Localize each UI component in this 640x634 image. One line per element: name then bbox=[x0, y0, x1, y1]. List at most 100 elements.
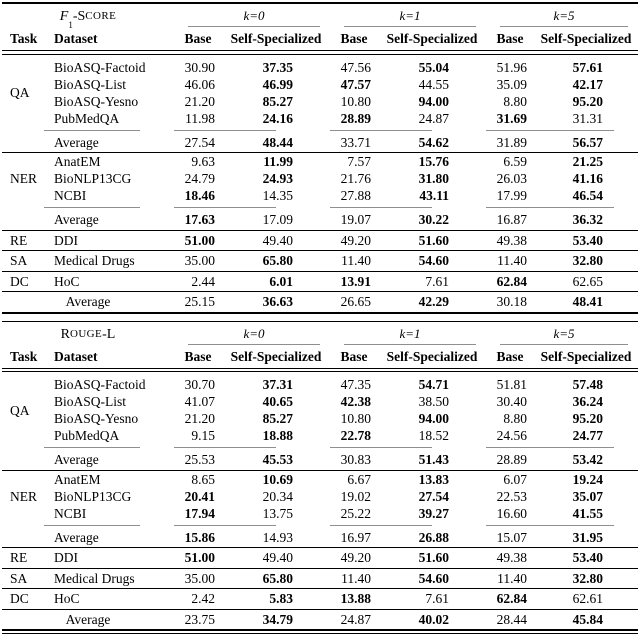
dataset-cell: BioASQ-List bbox=[54, 394, 127, 410]
score-value: 24.16 bbox=[262, 110, 293, 126]
score-cell: 6.59 bbox=[486, 153, 534, 170]
average-score-value: 28.89 bbox=[496, 452, 527, 468]
score-value: 62.84 bbox=[496, 591, 527, 607]
k-group-header: k=5 bbox=[500, 8, 628, 27]
average-score-cell: 56.57 bbox=[534, 134, 638, 153]
header-double-rule bbox=[2, 50, 638, 55]
average-score-value: 48.44 bbox=[262, 134, 293, 150]
score-value: 47.56 bbox=[340, 59, 371, 75]
average-cmidrule bbox=[174, 207, 276, 211]
average-label: Average bbox=[54, 452, 99, 468]
overall-average-score-cell: 30.18 bbox=[486, 292, 534, 312]
metric-label-part: -S bbox=[72, 9, 86, 24]
average-score-cell: 17.09 bbox=[222, 211, 330, 230]
score-value: 21.20 bbox=[184, 93, 215, 109]
task-cell: DC bbox=[10, 273, 29, 289]
score-cell: 55.04 bbox=[378, 59, 486, 76]
average-cmidrule bbox=[486, 447, 614, 451]
k-group-cell: k=1 bbox=[330, 322, 486, 346]
dataset-cell: PubMedQA bbox=[54, 428, 120, 444]
dataset-cell: BioASQ-Factoid bbox=[54, 59, 146, 75]
score-value: 7.61 bbox=[425, 273, 449, 289]
average-score-cell: 19.07 bbox=[330, 211, 378, 230]
score-value: 51.00 bbox=[184, 550, 215, 566]
score-value: 13.83 bbox=[418, 471, 449, 487]
average-cmidrule bbox=[486, 129, 614, 134]
k-group-header: k=0 bbox=[188, 8, 320, 27]
score-value: 6.67 bbox=[347, 471, 371, 487]
average-score-value: 15.07 bbox=[496, 529, 527, 545]
score-cell: 10.80 bbox=[330, 410, 378, 427]
score-cell: 13.88 bbox=[330, 589, 378, 609]
score-cell: 46.54 bbox=[534, 187, 638, 204]
task-cell: SA bbox=[10, 570, 28, 586]
score-cell: 21.25 bbox=[534, 153, 638, 170]
score-cell: 20.34 bbox=[222, 488, 330, 505]
average-score-cell: 51.43 bbox=[378, 451, 486, 470]
average-cmidrule bbox=[330, 207, 432, 211]
score-value: 9.15 bbox=[191, 428, 215, 444]
average-score-cell: 26.88 bbox=[378, 529, 486, 548]
score-cell: 51.60 bbox=[378, 231, 486, 251]
score-cell: 18.52 bbox=[378, 427, 486, 444]
score-cell: 85.27 bbox=[222, 93, 330, 110]
score-value: 51.96 bbox=[496, 59, 527, 75]
k-group-cell: k=0 bbox=[174, 322, 330, 346]
overall-average-score-cell: 42.29 bbox=[378, 292, 486, 312]
score-cell: 42.17 bbox=[534, 76, 638, 93]
score-value: 24.56 bbox=[496, 428, 527, 444]
overall-average-score-cell: 26.65 bbox=[330, 292, 378, 312]
score-cell: 14.35 bbox=[222, 187, 330, 204]
score-value: 39.27 bbox=[418, 505, 449, 521]
score-value: 55.04 bbox=[418, 59, 449, 75]
score-cell: 13.83 bbox=[378, 471, 486, 488]
dataset-cell: DDI bbox=[54, 550, 78, 566]
average-score-cell: 48.44 bbox=[222, 134, 330, 153]
score-cell: 62.61 bbox=[534, 589, 638, 609]
average-cmidrule bbox=[174, 129, 276, 134]
score-value: 36.24 bbox=[572, 394, 603, 410]
overall-average-score-cell: 28.44 bbox=[486, 610, 534, 630]
score-value: 62.84 bbox=[496, 273, 527, 289]
average-score-cell: 27.54 bbox=[174, 134, 222, 153]
score-cell: 6.07 bbox=[486, 471, 534, 488]
score-cell: 94.00 bbox=[378, 410, 486, 427]
score-value: 49.40 bbox=[262, 550, 293, 566]
score-cell: 47.35 bbox=[330, 376, 378, 393]
score-value: 46.99 bbox=[262, 76, 293, 92]
average-score-value: 25.53 bbox=[184, 452, 215, 468]
score-value: 53.40 bbox=[572, 550, 603, 566]
rouge-l-table: R OUGE -L k=0 k=1 k=5 Task Dataset Base Self-Spec… bbox=[2, 320, 638, 632]
dataset-cell: NCBI bbox=[54, 505, 87, 521]
section-rule bbox=[2, 547, 638, 549]
score-value: 20.41 bbox=[184, 488, 215, 504]
average-score-cell: 25.53 bbox=[174, 451, 222, 470]
score-value: 18.46 bbox=[184, 188, 215, 204]
spacer bbox=[2, 529, 44, 548]
average-score-value: 30.83 bbox=[340, 452, 371, 468]
score-value: 25.22 bbox=[340, 505, 371, 521]
metric-label-part: CORE bbox=[85, 10, 117, 22]
base-column-header: Base bbox=[340, 31, 368, 46]
k-group-cell: k=5 bbox=[486, 4, 638, 28]
score-value: 35.07 bbox=[572, 488, 603, 504]
score-cell: 26.03 bbox=[486, 170, 534, 187]
score-value: 30.90 bbox=[184, 59, 215, 75]
score-value: 47.35 bbox=[340, 377, 371, 393]
score-value: 40.65 bbox=[262, 394, 293, 410]
score-cell: 11.40 bbox=[486, 251, 534, 271]
score-value: 24.77 bbox=[572, 428, 603, 444]
score-value: 14.35 bbox=[262, 188, 293, 204]
average-score-value: 31.95 bbox=[572, 529, 603, 545]
score-value: 65.80 bbox=[262, 570, 293, 586]
score-value: 13.88 bbox=[340, 591, 371, 607]
average-score-value: 56.57 bbox=[572, 134, 603, 150]
score-value: 8.80 bbox=[503, 411, 527, 427]
average-score-value: 14.93 bbox=[262, 529, 293, 545]
score-cell: 24.56 bbox=[486, 427, 534, 444]
score-value: 41.07 bbox=[184, 394, 215, 410]
average-score-value: 26.88 bbox=[418, 529, 449, 545]
score-cell: 94.00 bbox=[378, 93, 486, 110]
dataset-cell: BioASQ-List bbox=[54, 76, 127, 92]
average-label: Average bbox=[54, 212, 99, 228]
